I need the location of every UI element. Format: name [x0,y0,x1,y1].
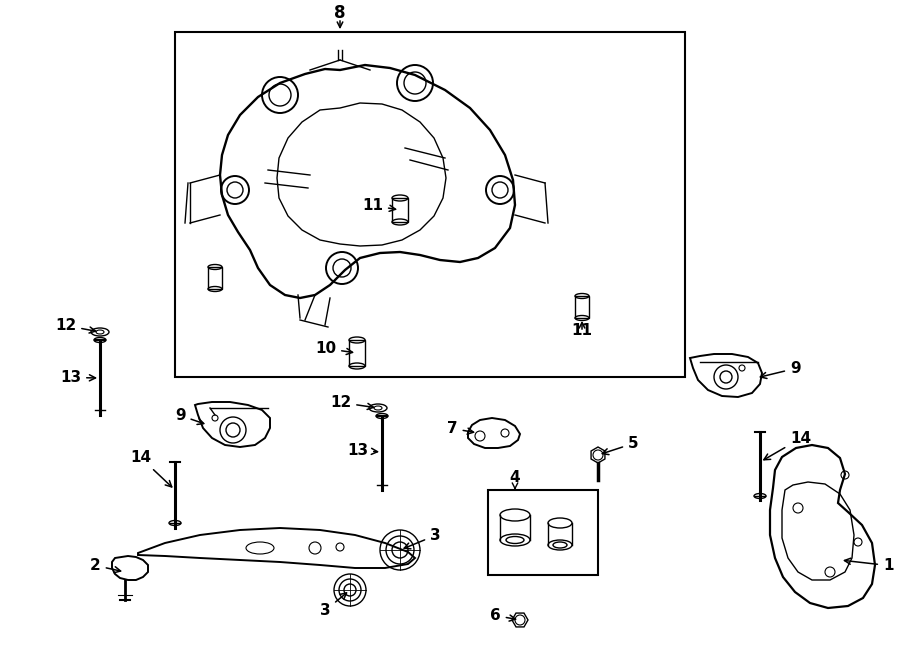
Bar [488,490,598,575]
Bar [349,340,365,366]
Text: 14: 14 [130,450,172,487]
Ellipse shape [500,509,530,521]
Bar [575,296,589,318]
Bar [175,32,685,377]
Text: 9: 9 [175,408,203,424]
Text: 9: 9 [760,361,801,379]
Ellipse shape [548,518,572,528]
Bar [392,198,408,222]
Text: 11: 11 [572,323,592,338]
Text: 6: 6 [490,608,516,623]
Text: 7: 7 [447,421,473,436]
Text: 3: 3 [320,593,346,618]
Bar [208,267,222,289]
Text: 10: 10 [315,341,353,356]
Text: 4: 4 [509,470,520,485]
Text: 12: 12 [330,395,374,410]
Text: 8: 8 [334,4,346,22]
Text: 13: 13 [347,443,377,458]
Text: 2: 2 [90,558,121,573]
Text: 13: 13 [60,370,95,385]
Text: 12: 12 [55,318,95,333]
Text: 14: 14 [764,431,811,460]
Text: 1: 1 [844,558,894,573]
Text: 3: 3 [404,528,441,549]
Text: 5: 5 [602,436,639,455]
Text: 11: 11 [362,198,396,213]
